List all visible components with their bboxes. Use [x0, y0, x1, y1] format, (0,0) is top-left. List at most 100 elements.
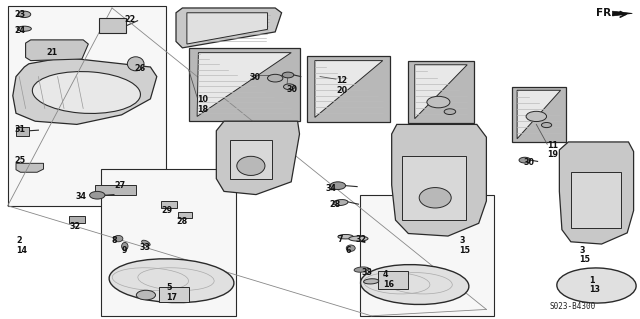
Polygon shape — [512, 87, 566, 142]
Text: 25: 25 — [14, 156, 25, 165]
Text: 30: 30 — [524, 158, 534, 167]
Ellipse shape — [541, 122, 552, 128]
Text: 29: 29 — [161, 206, 172, 215]
Text: 13: 13 — [589, 285, 600, 294]
Text: 19: 19 — [547, 150, 558, 159]
Bar — [360, 195, 494, 316]
Ellipse shape — [284, 84, 295, 90]
Bar — [230, 140, 272, 179]
Text: 8: 8 — [112, 236, 118, 245]
Ellipse shape — [330, 182, 346, 189]
Bar — [159, 287, 189, 302]
Ellipse shape — [127, 57, 144, 71]
Polygon shape — [392, 124, 486, 236]
Text: 9: 9 — [122, 246, 127, 255]
Polygon shape — [189, 48, 300, 121]
Text: 34: 34 — [76, 192, 86, 201]
Bar — [571, 172, 621, 228]
Text: 23: 23 — [14, 10, 25, 19]
Polygon shape — [16, 163, 44, 172]
Bar — [402, 156, 466, 220]
Text: 7: 7 — [338, 235, 344, 244]
Ellipse shape — [419, 188, 451, 208]
Ellipse shape — [354, 267, 369, 272]
Text: FR.: FR. — [596, 8, 616, 19]
Text: 3: 3 — [460, 236, 465, 245]
Polygon shape — [187, 13, 268, 44]
Ellipse shape — [360, 264, 469, 305]
Text: 26: 26 — [134, 64, 145, 73]
Polygon shape — [176, 8, 282, 48]
Text: 22: 22 — [125, 15, 136, 24]
Ellipse shape — [333, 200, 348, 205]
Text: 21: 21 — [46, 48, 57, 57]
Bar — [95, 185, 136, 195]
Text: 33: 33 — [140, 243, 150, 252]
Polygon shape — [13, 57, 157, 124]
Text: 6: 6 — [346, 246, 351, 255]
Polygon shape — [307, 56, 390, 122]
Text: 18: 18 — [197, 105, 208, 114]
Polygon shape — [517, 90, 561, 139]
Ellipse shape — [122, 242, 128, 250]
Text: 32: 32 — [355, 235, 366, 244]
Bar — [178, 212, 192, 218]
Text: 17: 17 — [166, 293, 177, 302]
Ellipse shape — [349, 236, 368, 241]
Text: 30: 30 — [250, 73, 260, 82]
Ellipse shape — [364, 279, 379, 284]
Text: S023-B4300: S023-B4300 — [549, 302, 595, 311]
Text: 32: 32 — [69, 222, 80, 231]
Text: 11: 11 — [547, 141, 558, 150]
Text: 15: 15 — [579, 256, 590, 264]
Text: 28: 28 — [176, 217, 188, 226]
Polygon shape — [415, 65, 467, 119]
Text: 27: 27 — [114, 181, 125, 190]
Text: 12: 12 — [336, 76, 347, 85]
Ellipse shape — [136, 290, 156, 300]
Ellipse shape — [557, 268, 636, 303]
Ellipse shape — [141, 240, 150, 246]
Text: 24: 24 — [14, 26, 25, 35]
Text: 10: 10 — [197, 95, 208, 104]
Ellipse shape — [90, 191, 105, 199]
Ellipse shape — [33, 71, 140, 114]
Polygon shape — [197, 53, 291, 116]
Ellipse shape — [18, 11, 31, 18]
Bar — [16, 127, 29, 136]
Ellipse shape — [282, 72, 294, 78]
Polygon shape — [612, 11, 632, 16]
Text: 14: 14 — [16, 246, 27, 255]
Polygon shape — [315, 61, 383, 117]
Ellipse shape — [427, 96, 450, 108]
Text: 16: 16 — [383, 280, 394, 289]
Ellipse shape — [526, 111, 547, 122]
Text: 1: 1 — [589, 276, 595, 285]
Ellipse shape — [114, 235, 123, 242]
Bar — [99, 18, 126, 33]
Bar — [8, 6, 166, 206]
Ellipse shape — [338, 234, 353, 239]
Ellipse shape — [268, 74, 283, 82]
Text: 3: 3 — [579, 246, 585, 255]
Text: 15: 15 — [460, 246, 470, 255]
Text: 28: 28 — [330, 200, 341, 209]
Text: 2: 2 — [16, 236, 22, 245]
Bar — [161, 201, 177, 208]
Ellipse shape — [17, 26, 31, 31]
Ellipse shape — [444, 109, 456, 115]
Polygon shape — [216, 121, 300, 195]
Ellipse shape — [519, 157, 531, 163]
Bar — [69, 216, 85, 223]
Text: 34: 34 — [325, 184, 336, 193]
Polygon shape — [559, 142, 634, 244]
Polygon shape — [26, 40, 88, 61]
Ellipse shape — [237, 156, 265, 175]
Text: 31: 31 — [14, 125, 25, 134]
Text: 33: 33 — [362, 268, 372, 277]
Text: 20: 20 — [336, 86, 347, 95]
Polygon shape — [408, 61, 474, 123]
Ellipse shape — [346, 245, 355, 251]
Text: 5: 5 — [166, 283, 172, 292]
Bar — [378, 271, 408, 289]
